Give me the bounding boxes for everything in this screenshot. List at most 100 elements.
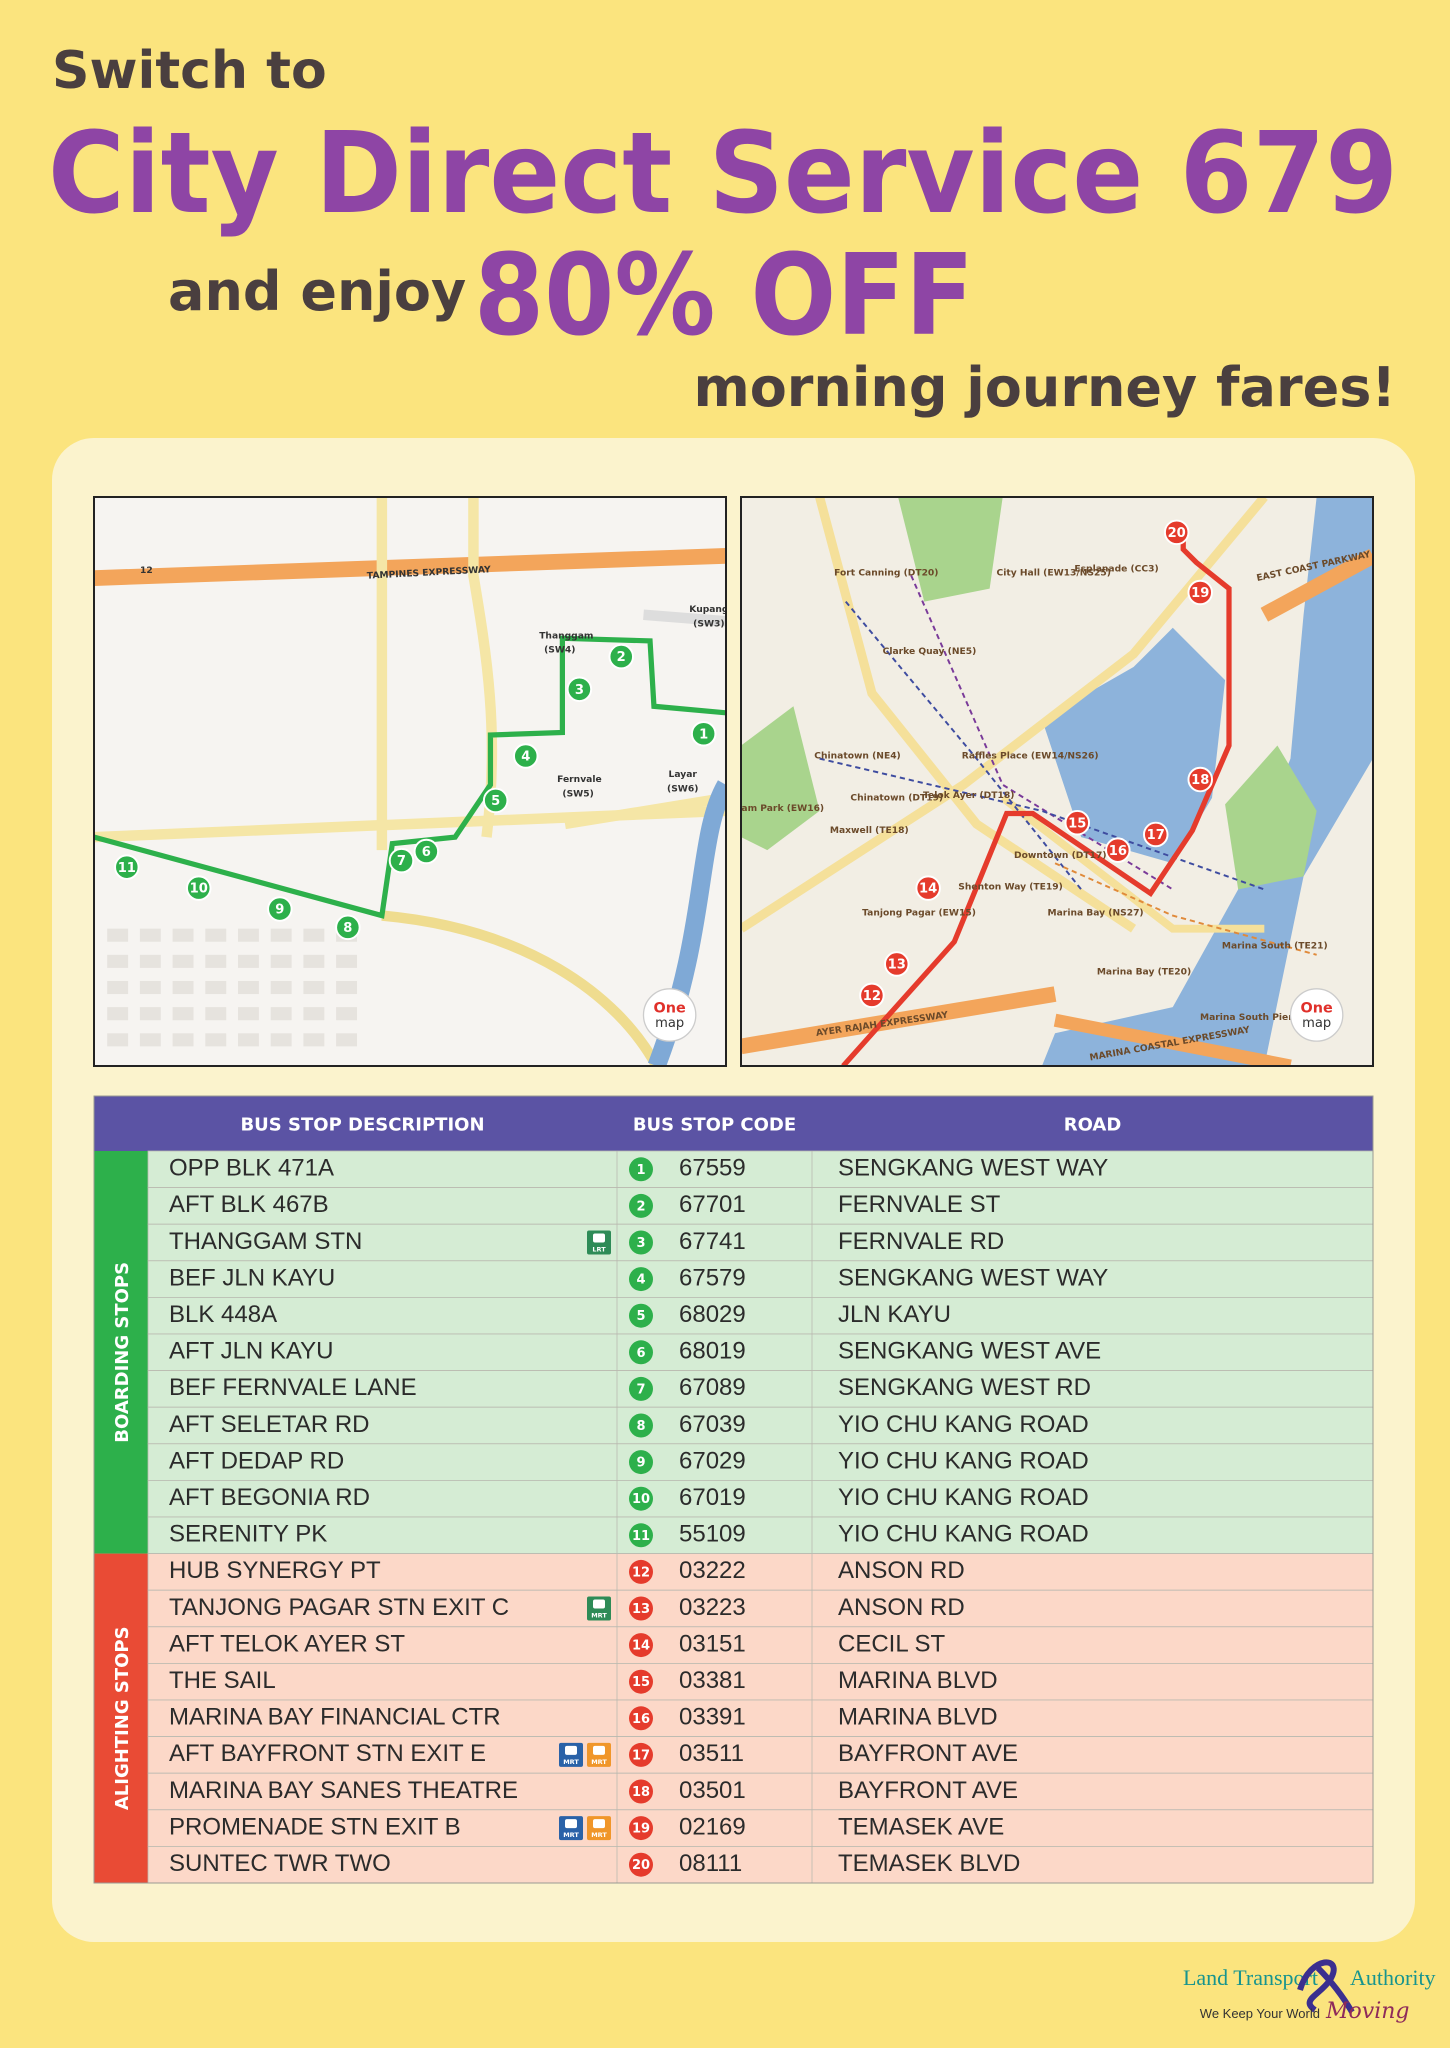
- road-name: JLN KAYU: [838, 1301, 951, 1328]
- road: [741, 986, 1057, 1055]
- stop-marker: [690, 721, 717, 747]
- map-frame: [740, 496, 1374, 1067]
- road: [643, 609, 726, 627]
- stop-badge: [629, 1303, 653, 1328]
- road: [1053, 1013, 1292, 1066]
- headline-2: City Direct Service 679: [48, 109, 1398, 239]
- table-row: [147, 1589, 1374, 1628]
- stop-badge: [629, 1779, 653, 1804]
- stop-marker: [1064, 809, 1091, 836]
- stop-number: 5: [491, 794, 500, 809]
- stop-number: 4: [521, 750, 530, 765]
- stop-marker: [608, 643, 635, 670]
- map-label: Marina South (TE21): [1222, 941, 1328, 951]
- map-logo-text: One: [1301, 1000, 1333, 1016]
- road: [741, 497, 1268, 933]
- map-frame: [93, 496, 727, 1067]
- stop-marker: [114, 854, 140, 880]
- stop-badge: [629, 1816, 653, 1841]
- stop-badge: [629, 1157, 653, 1182]
- tagline: We Keep Your World: [1200, 2006, 1320, 2021]
- column-header: BUS STOP CODE: [633, 1115, 796, 1136]
- block: [205, 954, 227, 968]
- stop-marker: [566, 676, 593, 703]
- table-row: [147, 1553, 1374, 1591]
- stop-badge: [629, 1559, 653, 1584]
- stop-description: MARINA BAY SANES THEATRE: [169, 1777, 518, 1804]
- stop-number: 4: [636, 1273, 645, 1288]
- block: [270, 1033, 292, 1047]
- stop-number: 15: [632, 1675, 650, 1690]
- stop-number: 16: [1109, 844, 1127, 859]
- map-label: Kupang: [689, 605, 728, 615]
- map-logo: [642, 988, 697, 1042]
- road-name: YIO CHU KANG ROAD: [838, 1411, 1089, 1438]
- org-name: Authority: [1350, 1965, 1436, 1990]
- map: TAMPINES EXPRESSWAY12Thanggam(SW4)Kupang…: [94, 497, 728, 1066]
- stop-number: 8: [343, 921, 352, 936]
- column-header: BUS STOP DESCRIPTION: [240, 1115, 484, 1136]
- group-band: [94, 1151, 148, 1554]
- road: [564, 792, 726, 830]
- transit-icon-glyph: [593, 1599, 605, 1609]
- stop-badge: [629, 1633, 653, 1658]
- map-label: Marina Bay (TE20): [1097, 967, 1191, 977]
- road-name: TEMASEK AVE: [838, 1813, 1004, 1840]
- road-name: SENGKANG WEST AVE: [838, 1338, 1101, 1365]
- transit-icon-label: MRT: [591, 1612, 607, 1620]
- stop-badge: [629, 1523, 653, 1548]
- map-label: Downtown (DT17): [1014, 851, 1107, 861]
- group-band: [94, 1553, 148, 1883]
- block: [172, 980, 194, 995]
- stop-description: THANGGAM STN: [169, 1228, 362, 1255]
- stop-code: 67701: [679, 1191, 746, 1218]
- stop-number: 3: [636, 1236, 645, 1251]
- stop-description: BEF FERNVALE LANE: [169, 1374, 417, 1401]
- stop-description: BEF JLN KAYU: [169, 1264, 335, 1291]
- stop-code: 03222: [679, 1557, 746, 1584]
- stop-number: 17: [632, 1748, 650, 1763]
- map-label: Thanggam: [539, 631, 593, 641]
- block: [303, 1033, 325, 1047]
- block: [107, 928, 129, 942]
- block: [172, 954, 194, 968]
- stop-code: 08111: [679, 1850, 742, 1877]
- stop-description: SERENITY PK: [169, 1521, 327, 1548]
- block: [205, 928, 227, 942]
- stop-number: 14: [632, 1639, 650, 1654]
- stop-marker: [1187, 766, 1213, 793]
- stop-number: 10: [190, 882, 208, 897]
- table-row: [147, 1846, 1374, 1884]
- transit-icon-glyph: [565, 1745, 577, 1755]
- stop-number: 8: [636, 1419, 645, 1434]
- tagline-script: Moving: [1325, 1999, 1410, 2024]
- road-name: BAYFRONT AVE: [838, 1777, 1018, 1804]
- stop-badge: [629, 1706, 653, 1731]
- headline-3a: and enjoy: [168, 260, 466, 323]
- block: [237, 980, 259, 995]
- group-label: ALIGHTING STOPS: [112, 1626, 133, 1810]
- stop-number: 7: [397, 854, 406, 869]
- road-name: SENGKANG WEST WAY: [838, 1264, 1108, 1291]
- stop-description: AFT SELETAR RD: [169, 1411, 369, 1438]
- stop-number: 15: [1068, 816, 1086, 831]
- road-name: YIO CHU KANG ROAD: [838, 1447, 1089, 1474]
- road-name: MARINA BLVD: [838, 1704, 998, 1731]
- table-row: [147, 1297, 1374, 1335]
- block: [336, 954, 358, 968]
- road: [1000, 794, 1265, 933]
- road-name: CECIL ST: [838, 1630, 945, 1657]
- road-name: ANSON RD: [838, 1594, 965, 1621]
- table-row: [147, 1736, 1374, 1774]
- map-label: Marina South Pier (NS28): [1200, 1013, 1331, 1023]
- block: [107, 954, 129, 968]
- stop-marker: [1163, 519, 1190, 546]
- road-name: YIO CHU KANG ROAD: [838, 1484, 1089, 1511]
- block: [270, 1007, 292, 1021]
- transit-icon-label: MRT: [563, 1758, 579, 1766]
- block: [303, 928, 325, 942]
- park: [898, 497, 1003, 602]
- stop-description: AFT TELOK AYER ST: [169, 1630, 405, 1657]
- block: [107, 980, 129, 995]
- stop-number: 20: [1168, 526, 1186, 541]
